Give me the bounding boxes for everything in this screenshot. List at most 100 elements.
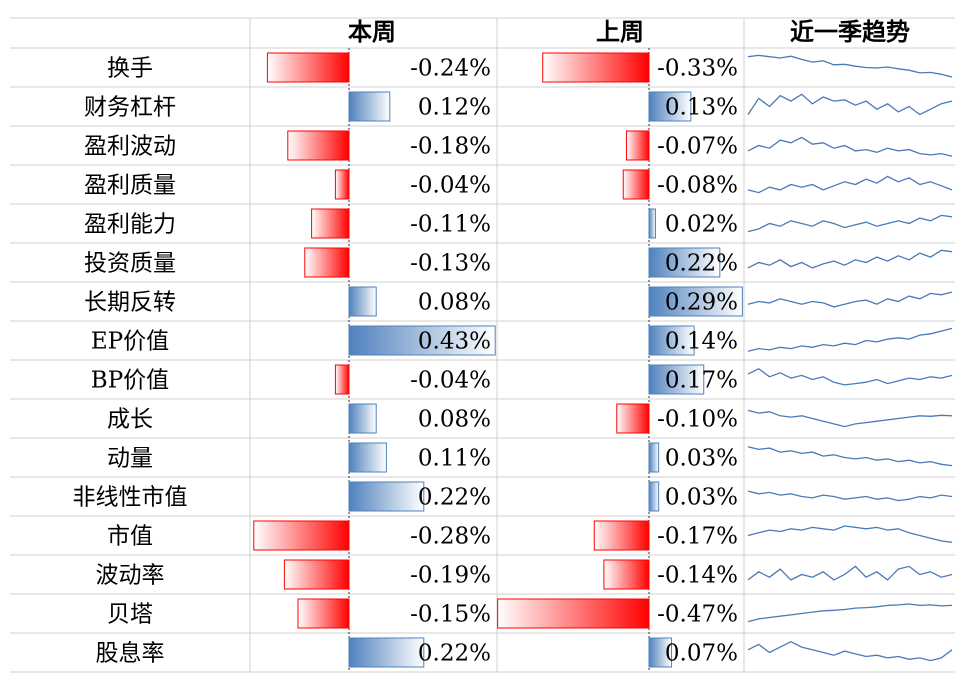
trend-sparkline [747,409,953,428]
trend-sparkline [747,136,953,157]
last-week-value-label: -0.14% [657,563,738,589]
factor-label: 贝塔 [107,602,153,628]
last-week-value-label: 0.22% [665,251,738,277]
factor-label: 非线性市值 [73,485,188,511]
trend-sparkline [747,291,953,308]
last-week-bar [542,52,650,83]
factor-label: 盈利能力 [84,212,176,238]
last-week-value-label: -0.17% [657,524,738,550]
trend-sparkline [747,93,953,116]
this-week-value-label: -0.04% [410,173,491,199]
table-body: 换手 -0.24% -0.33% 财务杠杆 0.12% 0.13% 盈利波动 -0.18% -0… [73,48,953,672]
header-this-week: 本周 [348,17,396,46]
table-header: 本周 上周 近一季趋势 [348,17,910,46]
this-week-bar [266,52,350,83]
last-week-value-label: 0.17% [665,368,738,394]
trend-sparkline [747,565,953,581]
header-trend: 近一季趋势 [790,17,910,46]
this-week-bar [348,286,377,317]
last-week-bar [625,130,650,161]
this-week-bar [297,598,350,629]
last-week-bar [648,91,692,122]
factor-label: 换手 [107,56,153,82]
last-week-value-label: 0.29% [665,290,738,316]
this-week-value-label: -0.19% [410,563,491,589]
trend-sparkline [747,603,953,623]
trend-sparkline [747,490,953,502]
factor-label: 投资质量 [84,251,176,277]
this-week-value-label: 0.43% [418,329,491,355]
last-week-bar [648,481,660,512]
last-week-bar [622,169,650,200]
last-week-value-label: 0.13% [665,95,738,121]
this-week-value-label: 0.11% [418,446,491,472]
this-week-bar [348,403,377,434]
last-week-bar [616,403,650,434]
trend-sparkline [747,214,953,233]
trend-sparkline [747,54,953,78]
factor-label: EP价值 [91,329,169,355]
last-week-value-label: 0.03% [665,446,738,472]
this-week-bar [348,442,387,473]
this-week-bar [348,637,425,668]
this-week-value-label: -0.24% [410,56,491,82]
last-week-bar [648,442,660,473]
last-week-bar [648,364,705,395]
last-week-bar [648,286,743,317]
this-week-value-label: -0.13% [410,251,491,277]
factor-label: 成长 [107,407,153,433]
last-week-value-label: -0.10% [657,407,738,433]
last-week-value-label: 0.14% [665,329,738,355]
factor-label: 股息率 [96,641,165,667]
factor-label: 波动率 [96,563,165,589]
this-week-bar [348,91,391,122]
factor-label: 盈利波动 [84,134,176,160]
this-week-value-label: 0.08% [418,407,491,433]
this-week-value-label: 0.22% [418,485,491,511]
this-week-value-label: -0.18% [410,134,491,160]
this-week-value-label: 0.08% [418,290,491,316]
last-week-value-label: 0.03% [665,485,738,511]
last-week-value-label: -0.08% [657,173,738,199]
last-week-bar [648,325,695,356]
this-week-bar [334,364,350,395]
this-week-bar [253,520,350,551]
this-week-bar [348,481,425,512]
last-week-bar [593,520,650,551]
trend-sparkline [747,640,953,662]
header-last-week: 上周 [596,17,644,46]
factor-label: 长期反转 [84,290,176,316]
this-week-value-label: -0.11% [410,212,491,238]
this-week-bar [348,325,496,356]
this-week-bar [304,247,350,278]
this-week-value-label: 0.12% [418,95,491,121]
last-week-bar [648,208,656,239]
factor-label: 动量 [107,446,153,472]
this-week-value-label: -0.28% [410,524,491,550]
factor-label: 财务杠杆 [84,95,176,121]
this-week-bar [283,559,350,590]
trend-sparkline [747,327,953,352]
this-week-bar [311,208,350,239]
last-week-value-label: 0.02% [665,212,738,238]
trend-sparkline [747,446,953,467]
last-week-value-label: -0.07% [657,134,738,160]
factor-label: 盈利质量 [84,173,176,199]
this-week-value-label: -0.15% [410,602,491,628]
this-week-bar [287,130,350,161]
trend-sparkline [747,367,953,386]
last-week-value-label: 0.07% [665,641,738,667]
last-week-value-label: -0.33% [657,56,738,82]
factor-label: BP价值 [91,368,169,394]
last-week-value-label: -0.47% [657,602,738,628]
this-week-bar [334,169,350,200]
this-week-value-label: -0.04% [410,368,491,394]
this-week-value-label: 0.22% [418,641,491,667]
last-week-bar [648,247,721,278]
last-week-bar [603,559,650,590]
last-week-bar [497,598,650,629]
trend-sparkline [747,525,953,543]
table-grid [10,17,955,673]
trend-sparkline [747,249,953,269]
